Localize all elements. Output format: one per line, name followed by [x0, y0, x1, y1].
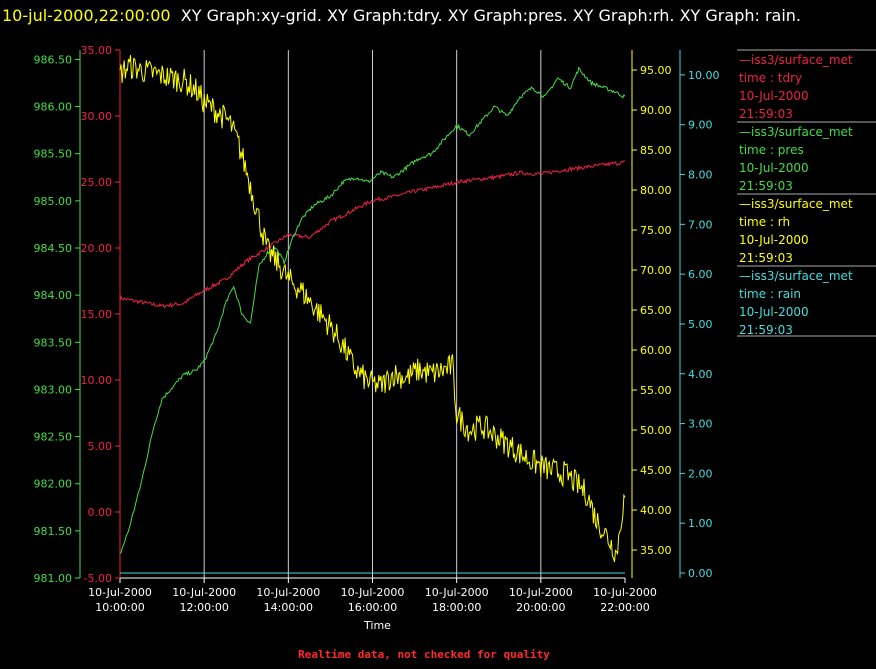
x-tick-label-date: 10-Jul-2000 — [88, 586, 152, 599]
tdry-tick-label: 5.00 — [88, 440, 113, 453]
legend-date: 10-Jul-2000 — [739, 305, 809, 319]
x-tick-label-time: 20:00:00 — [516, 601, 565, 614]
legend-time: 21:59:03 — [739, 323, 793, 337]
chart-title: 10-jul-2000,22:00:00 XY Graph:xy-grid. X… — [2, 2, 872, 30]
title-text: XY Graph:xy-grid. XY Graph:tdry. XY Grap… — [180, 6, 802, 25]
rain-tick-label: 4.00 — [688, 368, 713, 381]
rh-series-line — [119, 55, 626, 563]
rain-tick-label: 2.00 — [688, 467, 713, 480]
pres-series-line — [119, 66, 626, 554]
tdry-tick-label: 10.00 — [81, 374, 113, 387]
x-tick-label-date: 10-Jul-2000 — [341, 586, 405, 599]
pres-tick-label: 985.00 — [34, 195, 73, 208]
x-tick-label-time: 18:00:00 — [432, 601, 481, 614]
rh-tick-label: 55.00 — [640, 384, 672, 397]
x-axis-label: Time — [363, 619, 391, 632]
rh-tick-label: 90.00 — [640, 104, 672, 117]
rain-tick-label: 8.00 — [688, 169, 713, 182]
rh-tick-label: 75.00 — [640, 224, 672, 237]
tdry-tick-label: 30.00 — [81, 110, 113, 123]
rh-tick-label: 95.00 — [640, 64, 672, 77]
title-timestamp: 10-jul-2000,22:00:00 — [2, 6, 171, 25]
legend-source: —iss3/surface_met — [739, 125, 853, 139]
rain-tick-label: 1.00 — [688, 517, 713, 530]
x-tick-label-time: 10:00:00 — [95, 601, 144, 614]
x-tick-label-time: 22:00:00 — [600, 601, 649, 614]
pres-tick-label: 984.00 — [34, 289, 73, 302]
legend-date: 10-Jul-2000 — [739, 233, 809, 247]
x-tick-label-date: 10-Jul-2000 — [509, 586, 573, 599]
legend-field: time : pres — [739, 143, 804, 157]
x-tick-label-date: 10-Jul-2000 — [425, 586, 489, 599]
rh-tick-label: 40.00 — [640, 504, 672, 517]
pres-tick-label: 981.50 — [34, 525, 73, 538]
legend-time: 21:59:03 — [739, 251, 793, 265]
x-tick-label-date: 10-Jul-2000 — [172, 586, 236, 599]
pres-tick-label: 982.00 — [34, 478, 73, 491]
tdry-tick-label: 35.00 — [81, 44, 113, 57]
tdry-tick-label: 20.00 — [81, 242, 113, 255]
tdry-tick-label: 0.00 — [88, 506, 113, 519]
pres-tick-label: 981.00 — [34, 572, 73, 585]
pres-tick-label: 983.00 — [34, 383, 73, 396]
rh-tick-label: 65.00 — [640, 304, 672, 317]
legend-date: 10-Jul-2000 — [739, 89, 809, 103]
pres-tick-label: 985.50 — [34, 148, 73, 161]
rh-tick-label: 70.00 — [640, 264, 672, 277]
rain-tick-label: 0.00 — [688, 567, 713, 580]
legend-source: —iss3/surface_met — [739, 197, 853, 211]
legend-time: 21:59:03 — [739, 107, 793, 121]
pres-tick-label: 986.50 — [34, 53, 73, 66]
legend-field: time : tdry — [739, 71, 802, 85]
x-tick-label-time: 14:00:00 — [264, 601, 313, 614]
pres-tick-label: 982.50 — [34, 431, 73, 444]
pres-tick-label: 983.50 — [34, 336, 73, 349]
rain-tick-label: 10.00 — [688, 69, 720, 82]
rh-tick-label: 80.00 — [640, 184, 672, 197]
rain-tick-label: 5.00 — [688, 318, 713, 331]
legend-field: time : rain — [739, 287, 801, 301]
x-tick-label-time: 16:00:00 — [348, 601, 397, 614]
legend-source: —iss3/surface_met — [739, 269, 853, 283]
tdry-tick-label: -5.00 — [84, 572, 112, 585]
rain-tick-label: 7.00 — [688, 218, 713, 231]
x-tick-label-date: 10-Jul-2000 — [593, 586, 657, 599]
rh-tick-label: 85.00 — [640, 144, 672, 157]
pres-tick-label: 984.50 — [34, 242, 73, 255]
rh-tick-label: 60.00 — [640, 344, 672, 357]
tdry-tick-label: 15.00 — [81, 308, 113, 321]
x-tick-label-date: 10-Jul-2000 — [256, 586, 320, 599]
rain-tick-label: 3.00 — [688, 418, 713, 431]
rh-tick-label: 50.00 — [640, 424, 672, 437]
legend-field: time : rh — [739, 215, 790, 229]
legend-time: 21:59:03 — [739, 179, 793, 193]
rain-tick-label: 6.00 — [688, 268, 713, 281]
pres-tick-label: 986.00 — [34, 101, 73, 114]
legend-source: —iss3/surface_met — [739, 53, 853, 67]
rain-tick-label: 9.00 — [688, 119, 713, 132]
rh-tick-label: 45.00 — [640, 464, 672, 477]
legend-date: 10-Jul-2000 — [739, 161, 809, 175]
tdry-tick-label: 25.00 — [81, 176, 113, 189]
tdry-series-line — [119, 160, 626, 309]
rh-tick-label: 35.00 — [640, 544, 672, 557]
x-tick-label-time: 12:00:00 — [179, 601, 228, 614]
quality-note: Realtime data, not checked for quality — [298, 648, 550, 661]
